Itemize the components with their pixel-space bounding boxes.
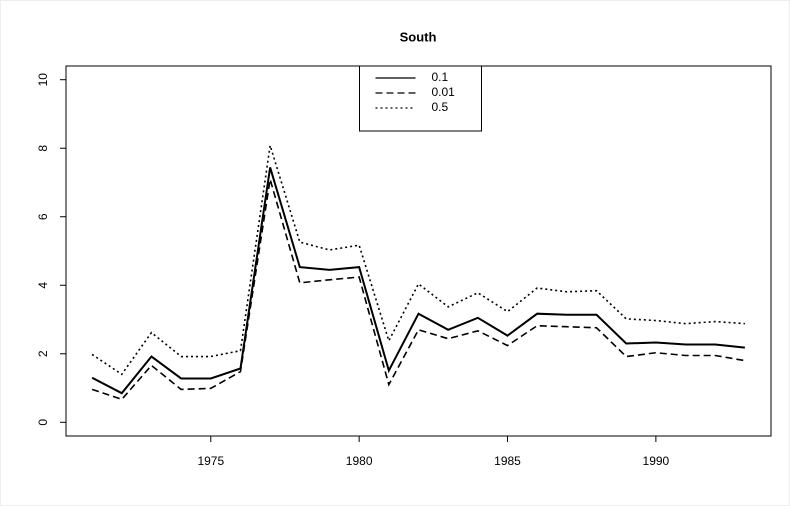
y-tick-label: 6 — [36, 213, 50, 220]
x-tick-label: 1985 — [494, 454, 521, 468]
x-tick-label: 1980 — [346, 454, 373, 468]
chart-title: South — [400, 29, 437, 44]
x-tick-label: 1990 — [643, 454, 670, 468]
x-tick-label: 1975 — [197, 454, 224, 468]
legend-label: 0.5 — [432, 100, 449, 114]
y-tick-label: 4 — [36, 282, 50, 289]
y-tick-label: 2 — [36, 350, 50, 357]
legend-box — [359, 65, 482, 132]
line-series — [91, 167, 745, 395]
y-tick-label: 8 — [36, 145, 50, 152]
y-tick-label: 10 — [36, 73, 50, 87]
line-series — [91, 179, 746, 401]
y-tick-label: 0 — [36, 419, 50, 426]
legend-label: 0.01 — [432, 85, 456, 99]
legend-label: 0.1 — [432, 70, 449, 84]
